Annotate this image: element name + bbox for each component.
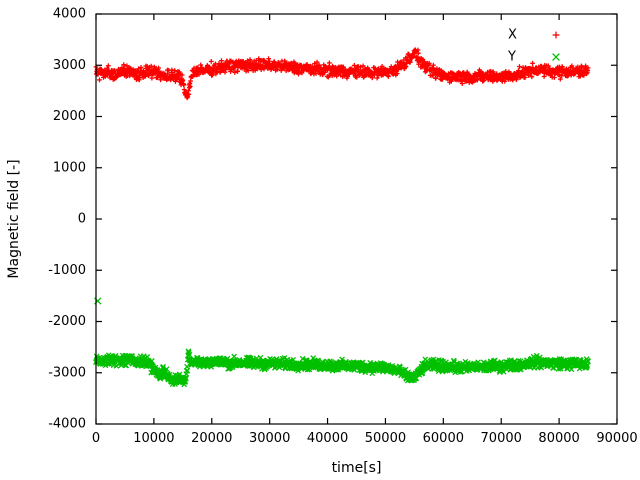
y-tick-label: 2000 <box>53 109 86 124</box>
x-tick-label: 40000 <box>307 431 348 446</box>
x-tick-label: 20000 <box>191 431 232 446</box>
y-tick-label: -4000 <box>48 417 86 432</box>
series-x <box>93 47 591 101</box>
x-tick-label: 60000 <box>423 431 464 446</box>
y-tick-label: 0 <box>78 212 86 227</box>
x-tick-label: 0 <box>92 431 100 446</box>
tick-marks <box>95 13 618 425</box>
y-tick-label: -2000 <box>48 314 86 329</box>
x-axis-title: time[s] <box>332 460 382 476</box>
x-tick-label: 90000 <box>596 431 637 446</box>
x-tick-label: 70000 <box>481 431 522 446</box>
data-series-layer <box>93 47 591 388</box>
legend-cross-marker-y <box>552 53 560 61</box>
x-tick-label: 30000 <box>249 431 290 446</box>
y-axis-title: Magnetic field [-] <box>6 159 22 278</box>
y-tick-label: 4000 <box>53 7 86 22</box>
legend-label-x: X <box>508 28 517 43</box>
x-tick-label: 10000 <box>133 431 174 446</box>
y-tick-label: -1000 <box>48 263 86 278</box>
y-tick-label: 3000 <box>53 58 86 73</box>
x-tick-label: 80000 <box>538 431 579 446</box>
legend: XY <box>507 28 560 65</box>
y-tick-label: -3000 <box>48 365 86 380</box>
y-tick-label: 1000 <box>53 160 86 175</box>
legend-plus-marker-x <box>552 31 560 39</box>
series-y <box>93 348 591 388</box>
legend-label-y: Y <box>507 50 516 65</box>
x-tick-label: 50000 <box>365 431 406 446</box>
